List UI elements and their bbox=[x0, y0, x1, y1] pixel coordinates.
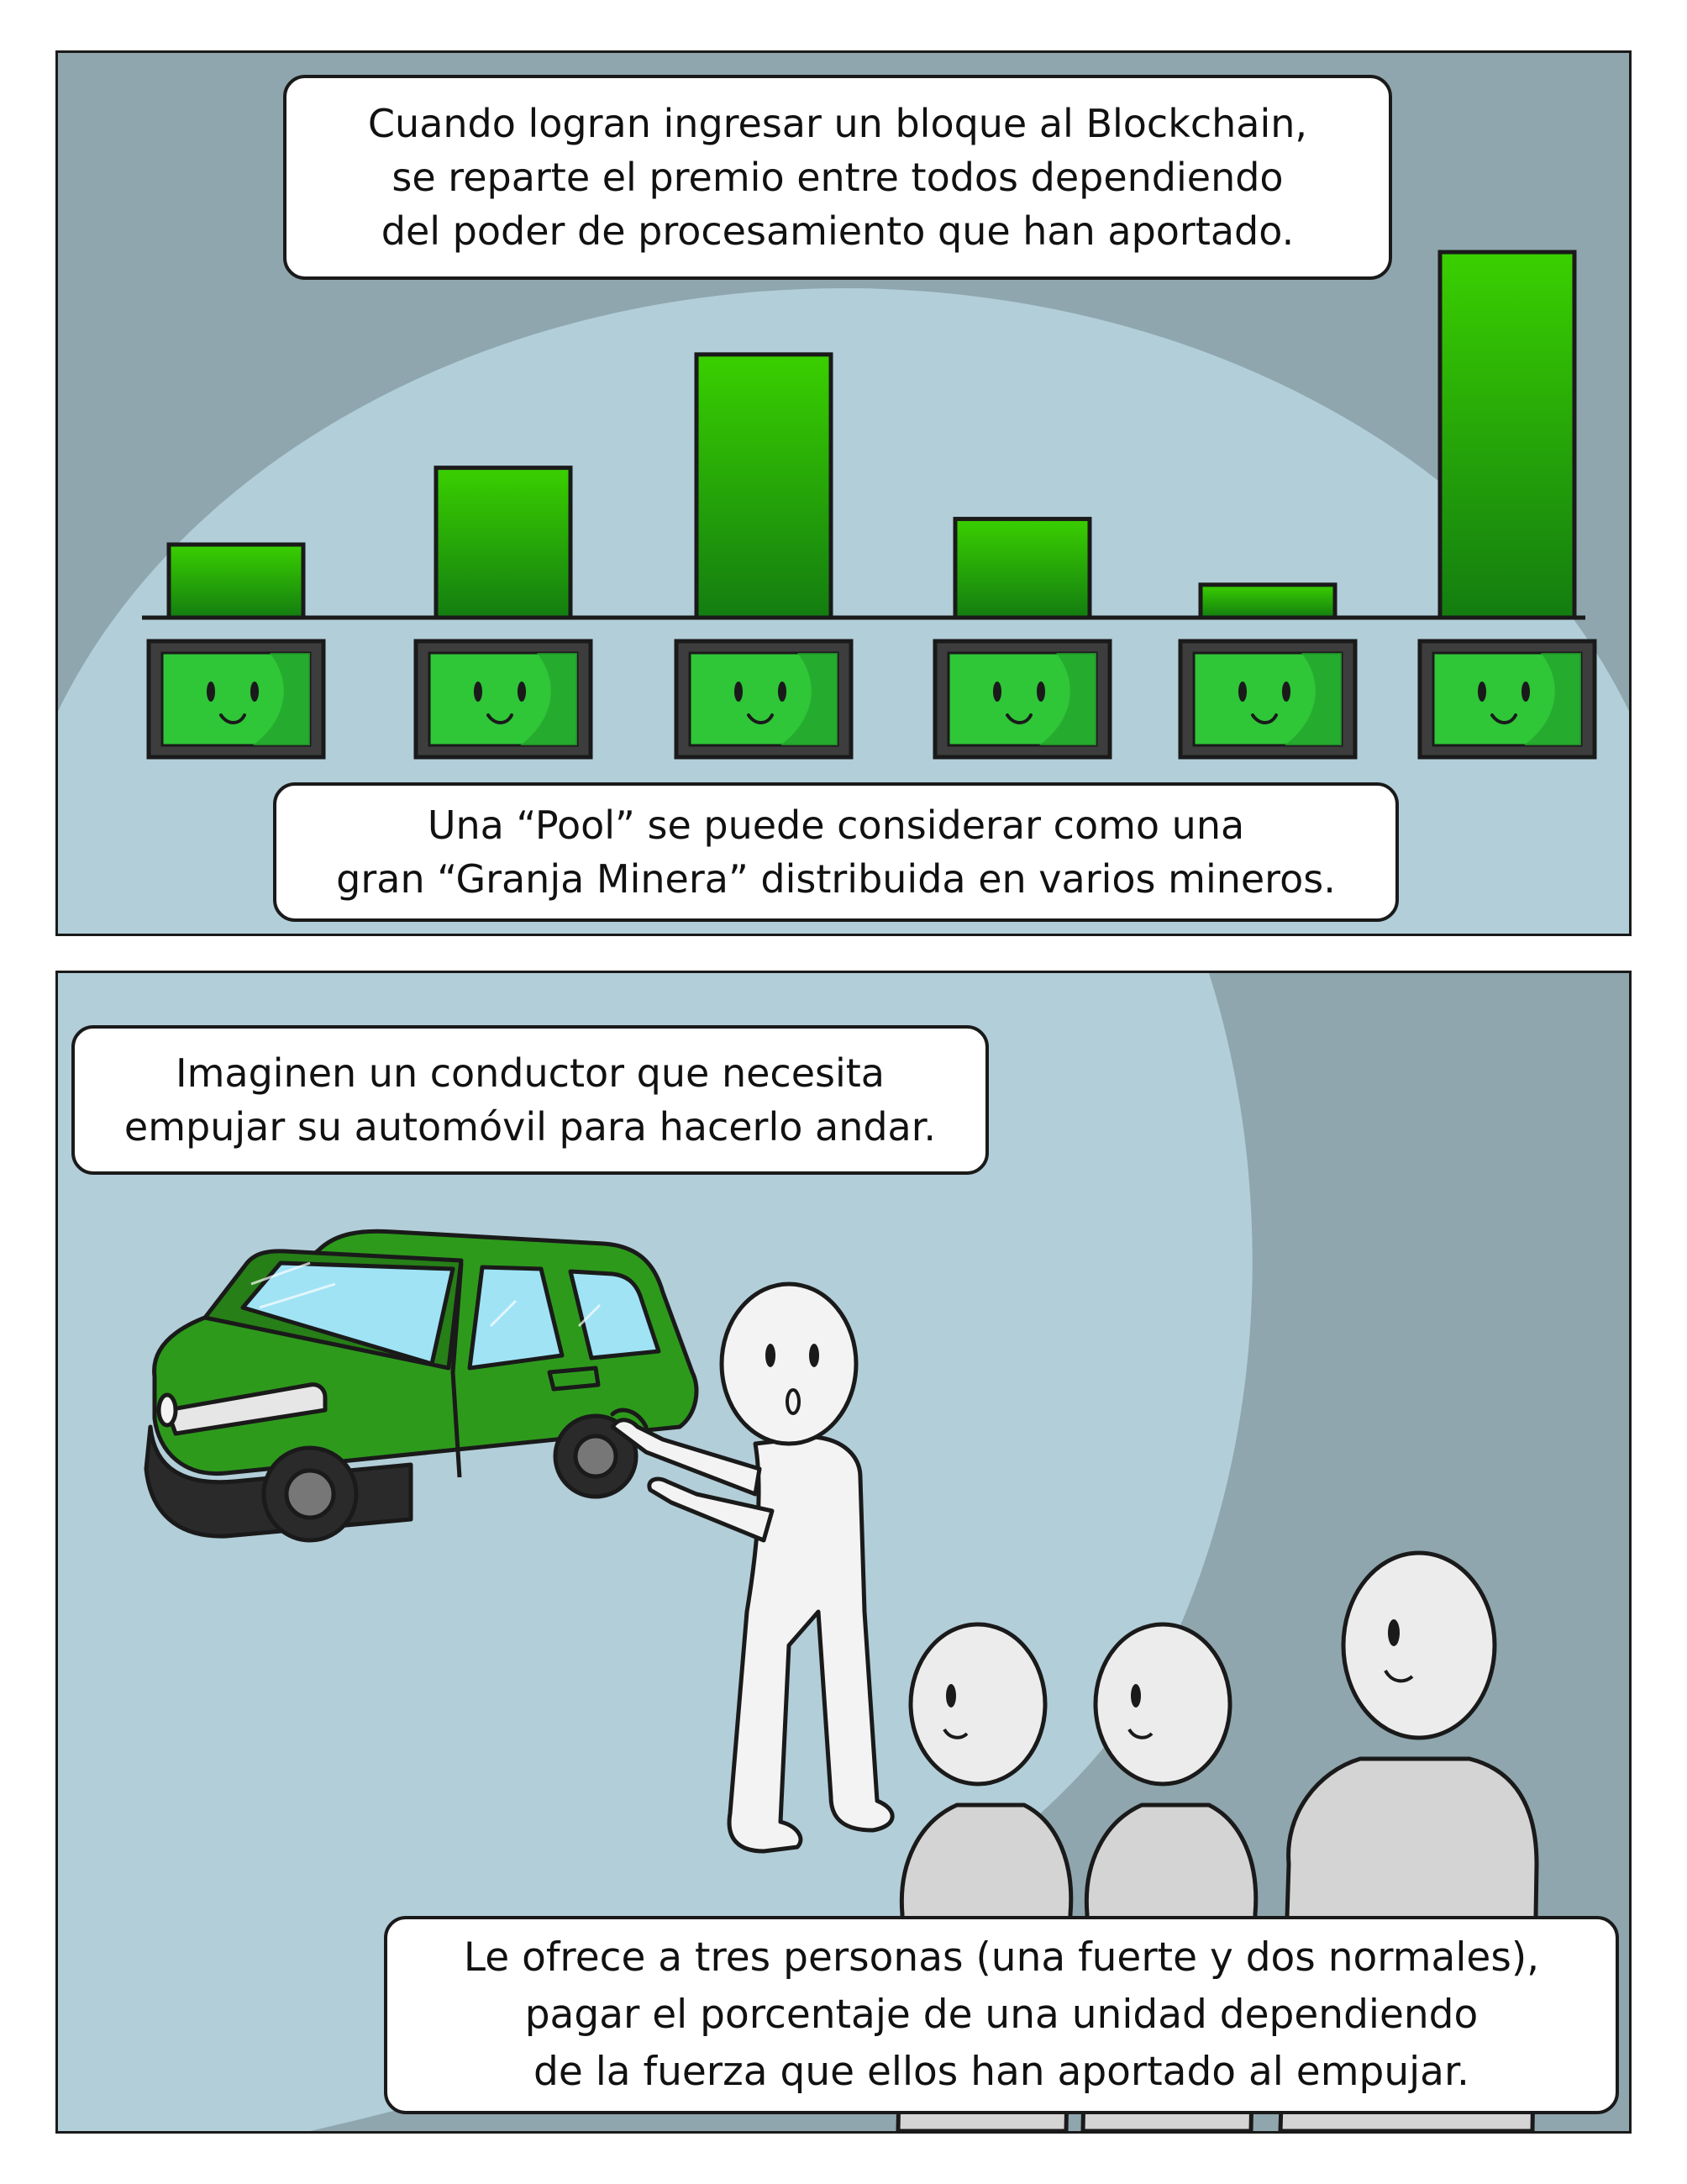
reward-bar bbox=[434, 466, 573, 620]
comic-panel-car: Imaginen un conductor que necesita empuj… bbox=[55, 971, 1632, 2134]
bubble-line: de la fuerza que ellos han aportado al e… bbox=[533, 2049, 1469, 2095]
miner-computer bbox=[1178, 639, 1358, 760]
miner-computer bbox=[413, 639, 593, 760]
bubble-line: del poder de procesamiento que han aport… bbox=[381, 208, 1295, 254]
pool-illustration bbox=[58, 250, 1629, 934]
bubble-line: empujar su automóvil para hacerlo andar. bbox=[124, 1104, 937, 1150]
miner-computer bbox=[674, 639, 854, 760]
reward-bar bbox=[953, 517, 1092, 620]
bubble-line: Cuando logran ingresar un bloque al Bloc… bbox=[367, 101, 1308, 146]
speech-bubble-pool: Una “Pool” se puede considerar como una … bbox=[273, 782, 1399, 922]
bubble-line: Le ofrece a tres personas (una fuerte y … bbox=[463, 1934, 1540, 1981]
reward-bars bbox=[166, 250, 1577, 620]
bubble-line: se reparte el premio entre todos dependi… bbox=[392, 155, 1284, 200]
miner-computers bbox=[146, 639, 1597, 760]
miner-computer bbox=[1417, 639, 1597, 760]
bubble-line: Una “Pool” se puede considerar como una bbox=[427, 803, 1245, 848]
spotlight bbox=[58, 288, 1629, 934]
reward-bar bbox=[1437, 250, 1577, 620]
driver-figure bbox=[610, 1281, 895, 1854]
speech-bubble-offer: Le ofrece a tres personas (una fuerte y … bbox=[384, 1916, 1619, 2114]
bubble-line: Imaginen un conductor que necesita bbox=[176, 1050, 885, 1096]
speech-bubble-reward: Cuando logran ingresar un bloque al Bloc… bbox=[283, 75, 1392, 280]
miner-computer bbox=[933, 639, 1112, 760]
bubble-line: pagar el porcentaje de una unidad depend… bbox=[524, 1992, 1479, 2038]
speech-bubble-imagine: Imaginen un conductor que necesita empuj… bbox=[71, 1025, 989, 1175]
bubble-line: gran “Granja Minera” distribuida en vari… bbox=[336, 856, 1336, 902]
comic-panel-pool: Cuando logran ingresar un bloque al Bloc… bbox=[55, 50, 1632, 936]
reward-bar bbox=[694, 352, 833, 620]
reward-bar bbox=[166, 542, 306, 620]
reward-bar bbox=[1198, 582, 1338, 620]
miner-computer bbox=[146, 639, 326, 760]
green-car bbox=[144, 1229, 699, 1543]
